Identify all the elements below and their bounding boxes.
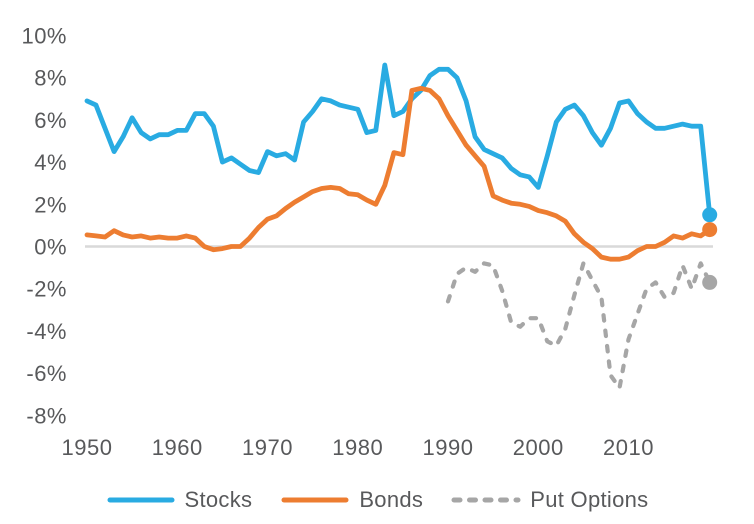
legend-label-stocks: Stocks [184,487,253,512]
bonds-end-dot [702,222,718,238]
legend-label-bonds: Bonds [359,487,424,512]
y-axis-tick-label: 6% [34,108,67,133]
legend-item-stocks: Stocks [106,487,253,513]
y-axis-tick-label: -8% [26,403,67,428]
put-options-line [445,261,712,390]
y-axis-tick-label: -6% [26,361,67,386]
legend-label-put-options: Put Options [530,487,649,512]
y-axis-tick-label: 8% [34,66,67,91]
legend: Stocks Bonds Put Options [0,486,754,514]
bonds-line [84,85,713,262]
y-axis-tick-label: 10% [21,24,67,49]
x-axis-tick-label: 1980 [332,435,383,460]
x-axis-tick-label: 1960 [152,435,203,460]
x-axis-tick-label: 1970 [242,435,293,460]
bonds-line-swatch [281,497,349,503]
x-axis-tick-label: 1990 [423,435,474,460]
y-axis-tick-label: 4% [34,150,67,175]
y-axis-tick-label: -2% [26,277,67,302]
put-options-line-swatch [451,497,521,503]
y-axis-tick-label: 2% [34,192,67,217]
stocks-line-swatch [107,497,174,503]
legend-item-put-options: Put Options [451,487,648,513]
x-axis-tick-label: 2010 [603,435,654,460]
stocks-line [84,62,713,218]
put-options-end-dot [702,274,718,290]
x-axis-tick-label: 2000 [513,435,564,460]
x-axis-tick-label: 1950 [62,435,113,460]
stocks-end-dot [702,207,718,223]
legend-item-bonds: Bonds [280,487,423,513]
y-axis-tick-label: -4% [26,319,67,344]
y-axis-tick-label: 0% [34,235,67,260]
